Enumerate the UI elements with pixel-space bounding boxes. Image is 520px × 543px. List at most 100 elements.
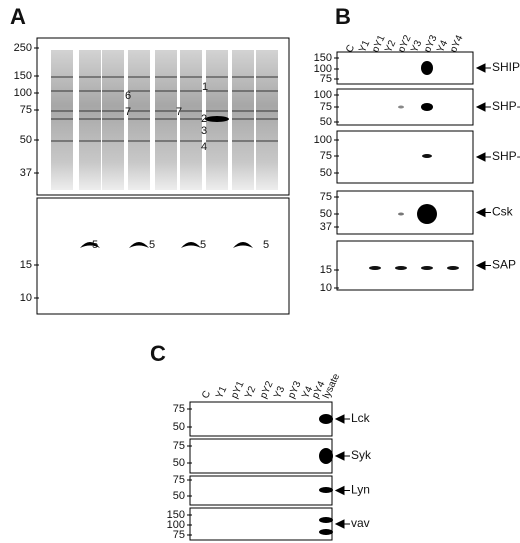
band bbox=[206, 90, 228, 92]
band bbox=[181, 242, 201, 248]
band bbox=[51, 140, 73, 142]
marker-label: 75 bbox=[320, 101, 332, 113]
lane-label: Y2 bbox=[243, 384, 258, 400]
marker-label: 100 bbox=[314, 134, 332, 146]
band bbox=[233, 242, 253, 248]
band bbox=[129, 242, 149, 248]
arrow bbox=[334, 519, 350, 529]
lane-label: Y4 bbox=[300, 384, 315, 400]
band bbox=[319, 414, 333, 424]
band bbox=[232, 118, 254, 120]
panel-label: C bbox=[150, 341, 166, 366]
band bbox=[51, 110, 73, 112]
band bbox=[79, 90, 101, 92]
band bbox=[155, 140, 177, 142]
band bbox=[128, 76, 150, 78]
blot bbox=[336, 190, 474, 235]
marker-label: 75 bbox=[320, 73, 332, 85]
marker-label: 50 bbox=[173, 457, 185, 469]
marker-label: 15 bbox=[20, 259, 32, 271]
blot bbox=[189, 475, 333, 506]
marker-label: 75 bbox=[173, 529, 185, 541]
band bbox=[102, 118, 124, 120]
band bbox=[180, 76, 202, 78]
band-label: 2 bbox=[201, 113, 207, 125]
band bbox=[180, 140, 202, 142]
arrow bbox=[475, 102, 491, 112]
blot-name: SHP-2 bbox=[492, 99, 520, 113]
marker-label: 75 bbox=[320, 191, 332, 203]
band bbox=[51, 118, 73, 120]
marker-label: 37 bbox=[320, 221, 332, 233]
blot-name: Csk bbox=[492, 205, 514, 219]
blot bbox=[189, 507, 333, 541]
marker-label: 75 bbox=[173, 474, 185, 486]
band bbox=[447, 266, 459, 270]
lane-label: Y1 bbox=[214, 384, 229, 400]
marker-label: 10 bbox=[320, 282, 332, 294]
band bbox=[256, 90, 278, 92]
band bbox=[79, 76, 101, 78]
blot bbox=[36, 197, 290, 315]
marker-label: 100 bbox=[314, 63, 332, 75]
marker-label: 50 bbox=[320, 167, 332, 179]
panel-label: B bbox=[335, 4, 351, 29]
band bbox=[102, 76, 124, 78]
lane-label: C bbox=[200, 389, 213, 400]
band bbox=[205, 116, 229, 122]
band bbox=[180, 118, 202, 120]
blot-name: SHIP bbox=[492, 60, 520, 74]
band bbox=[155, 90, 177, 92]
arrow bbox=[475, 63, 491, 73]
blot-name: vav bbox=[351, 516, 370, 530]
panel-label: A bbox=[10, 4, 26, 29]
lane-label: Y4 bbox=[435, 38, 450, 54]
blot bbox=[336, 130, 474, 184]
arrow bbox=[334, 451, 350, 461]
band bbox=[79, 118, 101, 120]
blot bbox=[189, 438, 333, 474]
band bbox=[180, 110, 202, 112]
band bbox=[102, 140, 124, 142]
band bbox=[102, 90, 124, 92]
marker-label: 100 bbox=[167, 519, 185, 531]
band-label: 5 bbox=[149, 239, 155, 251]
band bbox=[256, 110, 278, 112]
band bbox=[421, 61, 433, 75]
band bbox=[422, 154, 432, 158]
band bbox=[232, 90, 254, 92]
band bbox=[232, 76, 254, 78]
band bbox=[256, 76, 278, 78]
band bbox=[128, 118, 150, 120]
band-label: 6 bbox=[125, 90, 131, 102]
band bbox=[128, 140, 150, 142]
arrow bbox=[334, 414, 350, 424]
blot-name: Lyn bbox=[351, 483, 370, 497]
band bbox=[79, 110, 101, 112]
marker-label: 50 bbox=[320, 116, 332, 128]
band-label: 4 bbox=[201, 141, 207, 153]
band bbox=[369, 266, 381, 270]
band bbox=[421, 266, 433, 270]
marker-label: 75 bbox=[173, 440, 185, 452]
band bbox=[398, 105, 404, 109]
band bbox=[155, 110, 177, 112]
band bbox=[79, 140, 101, 142]
band bbox=[51, 76, 73, 78]
marker-label: 75 bbox=[173, 403, 185, 415]
blot-name: Lck bbox=[351, 411, 371, 425]
band bbox=[319, 529, 333, 535]
blot bbox=[189, 401, 333, 437]
band bbox=[256, 140, 278, 142]
arrow bbox=[334, 485, 350, 496]
blot-name: SHP-1 bbox=[492, 149, 520, 163]
band bbox=[206, 110, 228, 112]
band bbox=[206, 140, 228, 142]
arrow bbox=[475, 260, 491, 271]
lane-label: pY4 bbox=[448, 33, 466, 54]
band bbox=[319, 487, 333, 493]
marker-label: 150 bbox=[14, 70, 32, 82]
marker-label: 50 bbox=[173, 421, 185, 433]
lane-label: C bbox=[344, 43, 357, 54]
